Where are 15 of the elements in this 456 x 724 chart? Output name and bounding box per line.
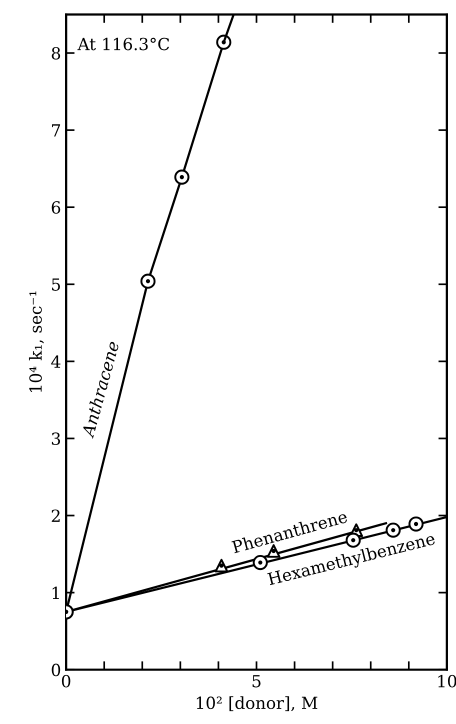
x-tick-label: 10 [438, 674, 456, 688]
x-tick-label: 0 [62, 674, 70, 688]
x-tick-label: 5 [252, 675, 261, 688]
annotation: At 116.3°C [77, 38, 170, 50]
y-tick-label: 8 [52, 46, 60, 60]
y-tick-label: 7 [52, 124, 60, 136]
y-tick-label: 6 [52, 201, 60, 214]
y-tick-label: 1 [52, 586, 59, 599]
y-tick-label: 4 [51, 355, 60, 368]
y-tick-label: 2 [52, 509, 60, 522]
y-axis-title: 10⁴ k₁, sec⁻¹ [28, 291, 44, 392]
y-tick-label: 3 [52, 432, 60, 446]
y-tick-label: 0 [52, 664, 60, 676]
x-axis-title: 10² [donor], M [196, 696, 318, 712]
y-tick-label: 5 [52, 278, 60, 291]
